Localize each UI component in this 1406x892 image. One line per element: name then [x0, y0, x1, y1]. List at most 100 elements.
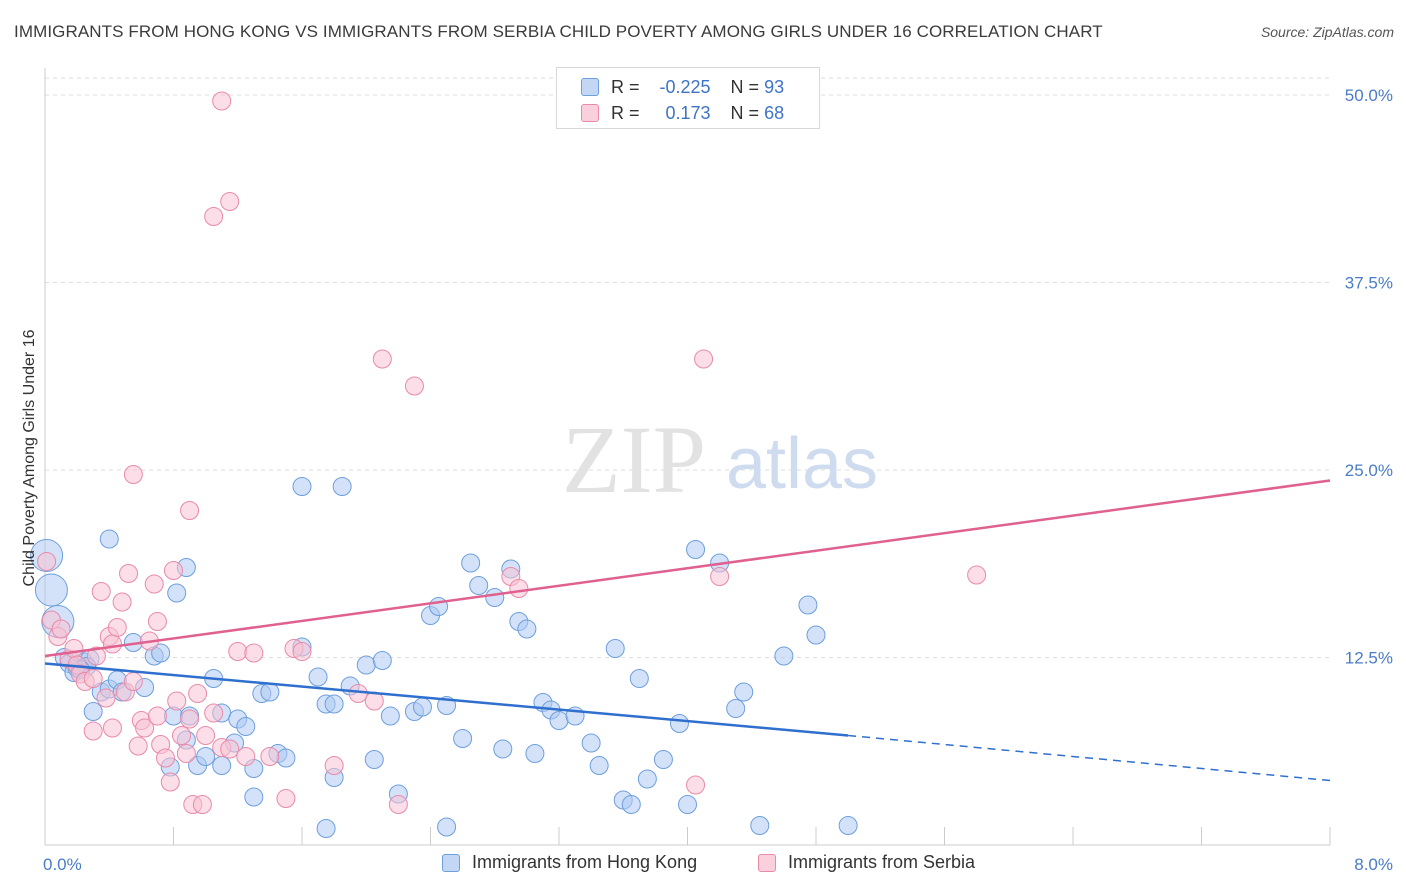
chart-title: IMMIGRANTS FROM HONG KONG VS IMMIGRANTS … [14, 22, 1103, 41]
rs-point-63 [212, 91, 232, 111]
hk-point-72 [637, 769, 657, 789]
trend-lines [44, 479, 1331, 782]
hk-point-66 [581, 733, 601, 753]
rs-point-52 [509, 579, 529, 598]
hk-point-91 [437, 817, 457, 837]
hk-point-73 [653, 750, 673, 769]
hk-point-68 [605, 639, 625, 658]
rs-point-31 [172, 726, 192, 745]
rs-point-15 [107, 618, 127, 637]
rs-point-36 [192, 795, 212, 814]
trend-hongkong-extension [848, 734, 1331, 782]
hk-point-89 [244, 787, 264, 807]
rs-point-30 [167, 691, 187, 711]
rs-point-16 [112, 592, 132, 612]
rs-point-67 [244, 643, 264, 663]
rs-point-60 [694, 349, 714, 369]
rs-point-27 [155, 748, 175, 768]
hk-point-83 [838, 816, 858, 835]
hk-point-11 [83, 702, 103, 721]
hk-point-67 [589, 756, 609, 775]
source-label: Source: ZipAtlas.com [1260, 24, 1394, 40]
rs-point-12 [96, 688, 116, 708]
rs-point-32 [176, 744, 196, 763]
correlation-legend: R = -0.225 N = 93 R = 0.173 N = 68 [556, 67, 820, 129]
axes [44, 68, 1331, 846]
series-serbia-points [37, 91, 987, 814]
hk-point-79 [734, 682, 754, 702]
rs-point-43 [260, 747, 280, 766]
bottom-legend-hongkong: Immigrants from Hong Kong [442, 852, 697, 873]
hk-point-60 [517, 619, 537, 639]
hk-point-92 [750, 816, 770, 835]
legend-n-label: N = [730, 102, 760, 123]
x-tick-label-1: 8.0% [1354, 855, 1393, 874]
legend-swatch-hongkong [581, 78, 599, 96]
bottom-legend-serbia: Immigrants from Serbia [758, 852, 975, 873]
hk-point-74 [669, 714, 689, 733]
rs-point-37 [196, 726, 216, 745]
bottom-legend-swatch-hongkong [442, 853, 460, 872]
legend-row-hongkong: R = -0.225 N = 93 [581, 75, 784, 99]
rs-point-5 [64, 639, 84, 658]
hk-point-90 [316, 819, 336, 838]
hk-point-43 [356, 655, 376, 675]
tick-labels: 12.5% 25.0% 37.5% 50.0% 0.0% 8.0% [43, 86, 1393, 874]
hk-point-61 [525, 744, 545, 763]
hk-point-55 [469, 576, 489, 595]
watermark-zip: ZIP [562, 406, 706, 513]
hk-point-85 [332, 477, 352, 496]
rs-point-50 [388, 795, 408, 814]
rs-point-44 [276, 789, 296, 808]
legend-r-value: 0.173 [660, 102, 711, 123]
hk-point-53 [453, 729, 473, 748]
hk-point-25 [196, 747, 216, 766]
x-tick-label-0: 0.0% [43, 855, 82, 874]
hk-point-88 [167, 583, 187, 603]
rs-point-59 [404, 376, 424, 396]
hk-point-31 [236, 717, 256, 736]
rs-point-40 [220, 739, 240, 759]
bottom-legend-label-hongkong: Immigrants from Hong Kong [472, 852, 698, 872]
rs-point-56 [123, 465, 143, 484]
hk-point-34 [260, 682, 280, 702]
rs-point-11 [91, 582, 111, 601]
rs-point-48 [348, 684, 368, 703]
legend-n-label: N = [730, 76, 760, 97]
legend-r-label: R = [611, 76, 640, 97]
hk-point-76 [686, 540, 706, 559]
hk-point-38 [308, 667, 328, 687]
rs-point-29 [164, 561, 183, 580]
hk-point-82 [806, 625, 826, 645]
trend-hongkong [44, 662, 849, 737]
rs-point-25 [147, 706, 167, 726]
legend-row-serbia: R = 0.173 N = 68 [581, 101, 784, 125]
rs-point-22 [135, 718, 155, 738]
rs-point-64 [102, 634, 122, 654]
hk-point-56 [485, 588, 505, 607]
hk-point-70 [621, 795, 641, 814]
rs-point-61 [220, 192, 240, 211]
legend-n-value: 68 [764, 102, 785, 123]
rs-point-42 [236, 747, 256, 766]
rs-point-18 [119, 564, 139, 583]
legend-r-value: -0.225 [659, 76, 711, 97]
hk-point-80 [774, 646, 794, 666]
grid [45, 77, 1330, 658]
y-tick-label-1: 25.0% [1345, 461, 1393, 480]
rs-point-20 [128, 736, 148, 756]
hk-point-44 [364, 750, 384, 769]
legend-swatch-serbia [581, 104, 599, 122]
rs-point-3 [51, 619, 71, 639]
trend-serbia [44, 479, 1331, 658]
rs-point-28 [160, 772, 180, 792]
hk-point-46 [380, 706, 400, 726]
rs-point-9 [83, 721, 103, 741]
hk-point-84 [292, 477, 312, 496]
rs-point-55 [967, 565, 987, 585]
rs-point-24 [144, 574, 164, 594]
rs-point-41 [228, 642, 248, 661]
hk-point-27 [212, 756, 232, 775]
hk-point-45 [372, 651, 392, 670]
